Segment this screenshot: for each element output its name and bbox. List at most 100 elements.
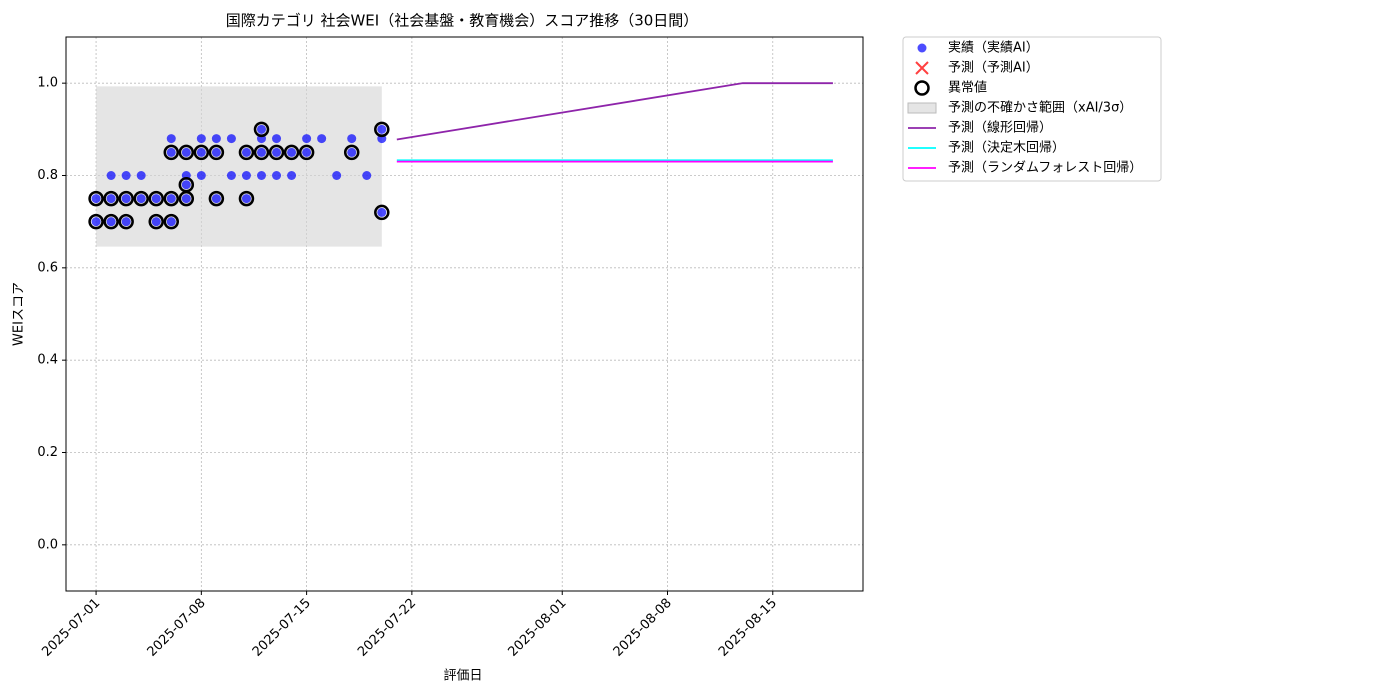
- point: [256, 171, 266, 180]
- legend-swatch: [907, 102, 937, 114]
- plot-frame: [65, 36, 864, 592]
- anomaly-point: [914, 80, 930, 96]
- forecast-point: [915, 61, 929, 75]
- point: [917, 43, 927, 53]
- point: [106, 194, 116, 204]
- point: [241, 171, 251, 180]
- point: [166, 134, 176, 144]
- legend-label: 実績（実績AI）: [948, 40, 1039, 56]
- marks: [88, 82, 833, 247]
- anomaly-point: [253, 121, 270, 138]
- point: [136, 194, 146, 204]
- point: [91, 194, 101, 204]
- anomaly-point: [118, 190, 134, 207]
- legend-label: 予測（線形回帰）: [948, 120, 1052, 136]
- point: [362, 171, 372, 180]
- anomaly-point: [103, 190, 119, 207]
- point: [272, 171, 282, 180]
- y-tick-label: 0.4: [37, 353, 58, 368]
- anomaly-point: [178, 144, 195, 161]
- grid: [66, 37, 863, 591]
- y-tick-label: 0.8: [37, 168, 58, 183]
- point: [121, 194, 131, 204]
- anomaly-point: [103, 213, 119, 230]
- point: [166, 147, 176, 157]
- point: [226, 171, 236, 180]
- forecast-line: [396, 82, 833, 141]
- x-tick-label: 2025-07-22: [355, 596, 419, 660]
- y-axis-label: WEIスコア: [12, 282, 27, 346]
- point: [181, 180, 191, 190]
- point: [151, 217, 161, 227]
- anomaly-point: [238, 190, 255, 207]
- y-tick-label: 0.2: [37, 445, 58, 460]
- point: [211, 134, 221, 144]
- point: [241, 147, 251, 157]
- point: [226, 134, 236, 144]
- anomaly-point: [163, 144, 180, 161]
- anomaly-point: [88, 190, 104, 207]
- y-tick-label: 1.0: [37, 76, 58, 91]
- point: [106, 171, 116, 180]
- point: [302, 147, 312, 157]
- point: [211, 194, 221, 204]
- point: [287, 147, 297, 157]
- point: [272, 147, 282, 157]
- anomaly-point: [133, 190, 149, 207]
- point: [196, 171, 206, 180]
- point: [287, 171, 297, 180]
- anomaly-point: [163, 190, 180, 207]
- point: [106, 217, 116, 227]
- anomaly-point: [374, 204, 390, 221]
- point: [302, 134, 312, 144]
- x-tick-label: 2025-07-15: [250, 596, 314, 660]
- point: [151, 194, 161, 204]
- point: [181, 194, 191, 204]
- point: [121, 171, 131, 180]
- point: [181, 147, 191, 157]
- x-tick-label: 2025-08-08: [611, 596, 675, 660]
- anomaly-point: [253, 144, 270, 161]
- point: [121, 217, 131, 227]
- anomaly-point: [163, 213, 180, 230]
- x-axis-label: 評価日: [443, 669, 482, 684]
- point: [211, 147, 221, 157]
- point: [256, 147, 266, 157]
- legend-label: 予測（予測AI）: [948, 61, 1039, 76]
- anomaly-point: [148, 213, 164, 230]
- anomaly-point: [148, 190, 164, 207]
- anomaly-point: [193, 144, 210, 161]
- point: [166, 217, 176, 227]
- legend-label: 予測（決定木回帰）: [948, 140, 1065, 156]
- uncertainty-band: [96, 86, 382, 247]
- point: [377, 207, 387, 217]
- anomaly-point: [88, 213, 104, 230]
- x-tick-label: 2025-07-08: [145, 596, 209, 660]
- chart-title: 国際カテゴリ 社会WEI（社会基盤・教育機会）スコア推移（30日間）: [226, 12, 699, 30]
- anomaly-point: [118, 213, 134, 230]
- point: [272, 134, 282, 144]
- anomaly-point: [283, 144, 300, 161]
- point: [166, 194, 176, 204]
- anomaly-point: [298, 144, 315, 161]
- x-tick-label: 2025-08-01: [506, 596, 570, 660]
- anomaly-point: [343, 144, 360, 161]
- point: [196, 147, 206, 157]
- anomaly-point: [268, 144, 285, 161]
- x-tick-label: 2025-08-15: [716, 596, 780, 660]
- legend-label: 予測（ランダムフォレスト回帰）: [948, 160, 1142, 176]
- point: [377, 124, 387, 134]
- point: [196, 134, 206, 144]
- x-tick-label: 2025-07-01: [39, 596, 103, 660]
- legend-label: 異常値: [948, 80, 987, 96]
- point: [317, 134, 327, 144]
- point: [347, 134, 357, 144]
- y-tick-label: 0.0: [37, 537, 58, 552]
- point: [332, 171, 342, 180]
- point: [136, 171, 146, 180]
- point: [347, 147, 357, 157]
- point: [241, 194, 251, 204]
- anomaly-point: [178, 190, 195, 207]
